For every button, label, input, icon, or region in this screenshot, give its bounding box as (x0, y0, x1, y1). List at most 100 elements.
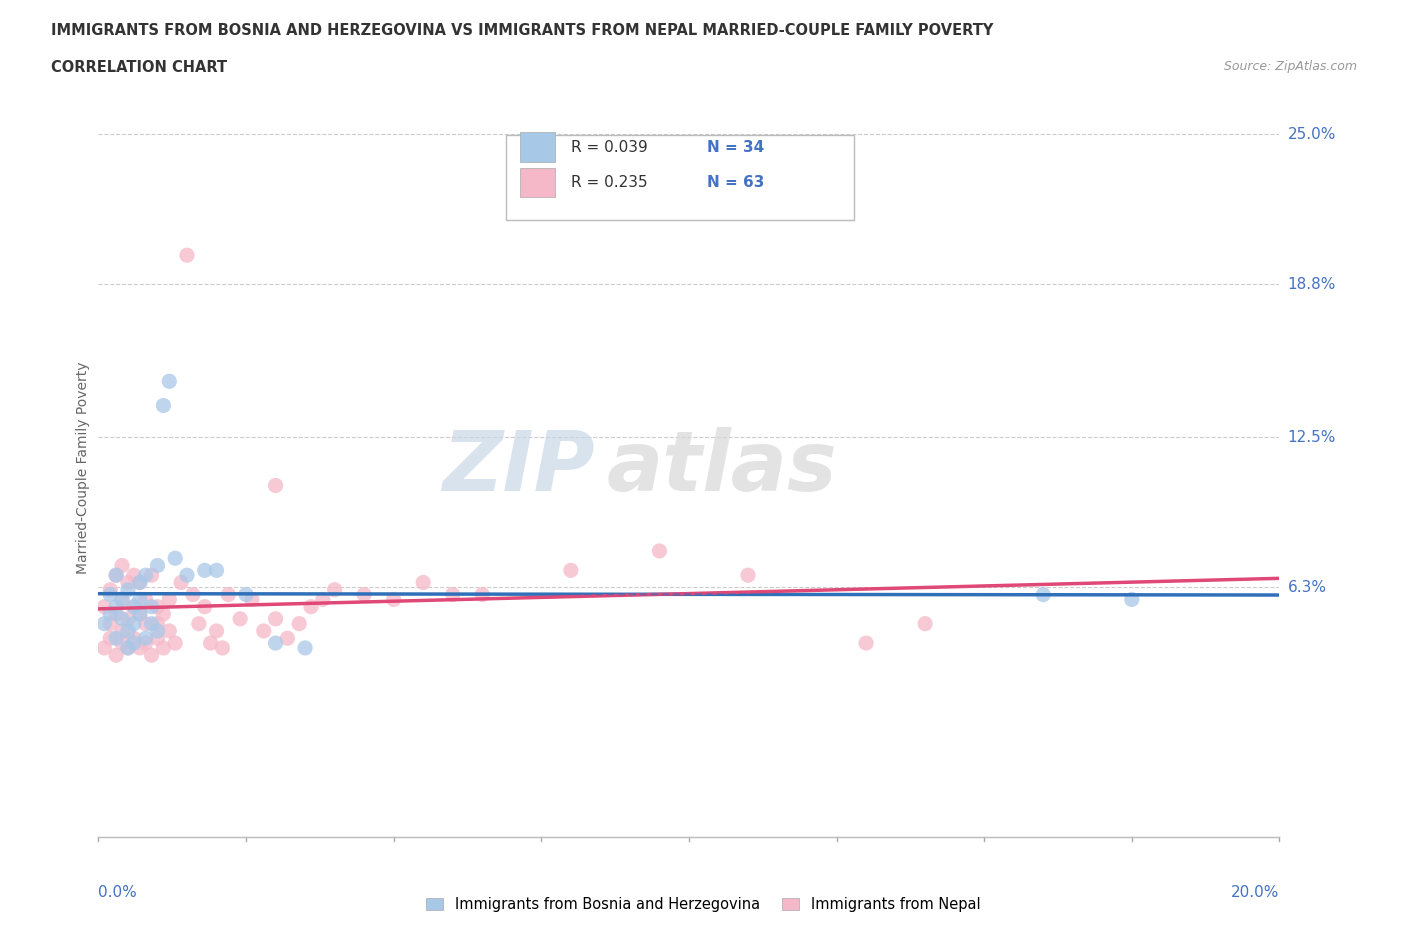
Point (93, 617, 115, 631)
Point (253, 623, 276, 638)
Text: 6.3%: 6.3% (1288, 579, 1327, 595)
Point (111, 611, 134, 626)
Y-axis label: Married-Couple Family Poverty: Married-Couple Family Poverty (76, 361, 90, 574)
Point (146, 558, 169, 573)
Point (105, 567, 128, 582)
Point (264, 478, 287, 493)
Text: R = 0.235: R = 0.235 (571, 175, 647, 190)
Point (165, 635, 187, 650)
Text: 20.0%: 20.0% (1232, 885, 1279, 900)
Point (146, 617, 169, 631)
Point (117, 582, 139, 597)
Point (117, 641, 139, 656)
Point (128, 641, 150, 656)
Point (170, 575, 193, 590)
Point (117, 611, 139, 626)
Point (157, 623, 180, 638)
Point (105, 631, 128, 645)
Point (117, 575, 139, 590)
FancyBboxPatch shape (506, 135, 855, 219)
Point (135, 567, 157, 582)
Point (93, 599, 115, 614)
Point (111, 558, 134, 573)
Text: atlas: atlas (606, 427, 837, 508)
Point (128, 592, 150, 607)
Point (98, 582, 121, 597)
Point (205, 623, 228, 638)
Point (194, 563, 217, 578)
Point (294, 641, 316, 656)
Point (382, 592, 405, 607)
Point (229, 611, 252, 626)
Point (128, 575, 150, 590)
Bar (520, 132, 555, 162)
Point (288, 617, 311, 631)
Point (276, 631, 298, 645)
Point (235, 587, 257, 602)
Point (146, 631, 169, 645)
Point (128, 606, 150, 621)
Text: R = 0.039: R = 0.039 (571, 140, 648, 154)
Point (135, 635, 157, 650)
Point (117, 641, 139, 656)
Point (98, 631, 121, 645)
Point (98, 606, 121, 621)
Point (128, 575, 150, 590)
Point (122, 635, 145, 650)
Point (93, 641, 115, 656)
Text: N = 34: N = 34 (707, 140, 763, 154)
Point (217, 587, 239, 602)
Point (122, 599, 145, 614)
Point (157, 592, 180, 607)
Text: Source: ZipAtlas.com: Source: ZipAtlas.com (1223, 60, 1357, 73)
Point (205, 563, 228, 578)
Point (111, 623, 134, 638)
Point (141, 617, 163, 631)
Point (299, 599, 322, 614)
Point (152, 641, 174, 656)
Point (194, 599, 217, 614)
Point (146, 623, 169, 638)
Point (855, 635, 877, 650)
Point (181, 587, 204, 602)
Point (240, 592, 263, 607)
Point (200, 635, 222, 650)
Text: 0.0%: 0.0% (98, 885, 138, 900)
Text: 25.0%: 25.0% (1288, 126, 1336, 141)
Point (105, 648, 128, 663)
Text: IMMIGRANTS FROM BOSNIA AND HERZEGOVINA VS IMMIGRANTS FROM NEPAL MARRIED-COUPLE F: IMMIGRANTS FROM BOSNIA AND HERZEGOVINA V… (51, 23, 993, 38)
Point (105, 599, 128, 614)
Text: ZIP: ZIP (441, 427, 595, 508)
Text: CORRELATION CHART: CORRELATION CHART (51, 60, 226, 75)
Point (128, 606, 150, 621)
Point (165, 551, 187, 565)
Point (105, 606, 128, 621)
Text: N = 63: N = 63 (707, 175, 763, 190)
Point (135, 592, 157, 607)
Point (122, 631, 145, 645)
Point (98, 587, 121, 602)
Point (264, 611, 287, 626)
Point (135, 617, 157, 631)
Point (471, 587, 494, 602)
Point (1121, 592, 1143, 607)
Point (264, 635, 287, 650)
Text: 18.8%: 18.8% (1288, 277, 1336, 292)
Point (117, 623, 139, 638)
Point (111, 592, 134, 607)
Point (914, 617, 936, 631)
Point (737, 567, 759, 582)
Point (211, 641, 233, 656)
Point (176, 567, 198, 582)
Point (157, 374, 180, 389)
Point (141, 567, 163, 582)
Point (441, 587, 464, 602)
Point (176, 247, 198, 262)
Legend: Immigrants from Bosnia and Herzegovina, Immigrants from Nepal: Immigrants from Bosnia and Herzegovina, … (419, 891, 987, 918)
Point (98, 617, 121, 631)
Point (187, 617, 209, 631)
Text: 12.5%: 12.5% (1288, 430, 1336, 445)
Point (353, 587, 375, 602)
Point (141, 599, 163, 614)
Bar (520, 168, 555, 197)
